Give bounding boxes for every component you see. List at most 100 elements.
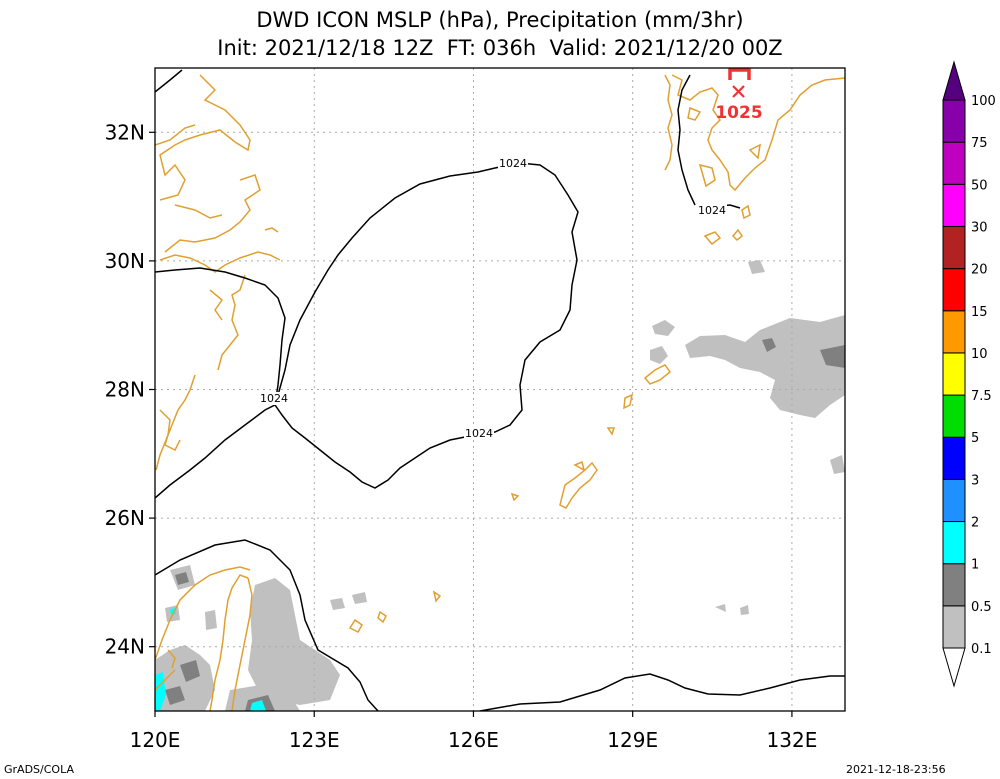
isobar-label: 1024 (465, 427, 493, 440)
colorbar-label: 0.1 (971, 642, 992, 657)
coastline-layer (155, 74, 845, 711)
colorbar-label: 10 (971, 347, 988, 362)
coastline (698, 163, 716, 188)
colorbar-bin (942, 605, 966, 649)
colorbar-bin (942, 647, 966, 688)
chart-title-line1: DWD ICON MSLP (hPa), Precipitation (mm/3… (256, 8, 744, 32)
colorbar-bin (942, 563, 966, 607)
coastline (510, 492, 520, 502)
colorbar-label: 7.5 (971, 389, 992, 404)
coastline (748, 143, 761, 160)
colorbar-label: 100 (971, 94, 996, 109)
coastline (167, 649, 176, 669)
colorbar-bin (942, 436, 966, 480)
colorbar-bin (942, 141, 966, 185)
axes: 120E 123E 126E 129E 132E 24N 26N 28N 30N 32N (105, 120, 818, 752)
coastline (155, 124, 196, 146)
precip-area (250, 700, 266, 711)
colorbar-bin (942, 99, 966, 143)
precip-area (165, 686, 185, 705)
colorbar-label: 3 (971, 473, 979, 488)
isobar-1024 (155, 162, 579, 499)
colorbar-label: 0.5 (971, 600, 992, 615)
precip-area (352, 592, 367, 604)
colorbar-bin (942, 352, 966, 396)
y-tick-label: 26N (105, 506, 145, 530)
precip-area (205, 610, 217, 630)
coastline (159, 251, 281, 273)
high-pressure-center-mark (732, 85, 745, 98)
coastline (573, 460, 586, 472)
colorbar-bin (942, 225, 966, 270)
isobar-label: 1024 (698, 204, 726, 217)
coastline (606, 427, 616, 436)
colorbar-label: 2 (971, 516, 979, 531)
isobar-label-layer: 1024 1024 1024 1024 (259, 157, 727, 440)
colorbar-label: 5 (971, 431, 979, 446)
colorbar-bin (942, 521, 966, 565)
coastline (643, 364, 672, 385)
precip-area (830, 455, 845, 474)
coastline (623, 393, 634, 410)
lat-lon-grid (155, 68, 845, 711)
high-pressure-value: 1025 (715, 103, 762, 123)
footer-right: 2021-12-18-23:56 (846, 763, 946, 776)
colorbar-label: 15 (971, 305, 988, 320)
isobar-label: 1024 (499, 157, 527, 170)
coastline (231, 577, 253, 711)
coastline (217, 274, 246, 371)
precip-area (715, 604, 726, 612)
coastline (209, 574, 249, 711)
y-tick-label: 28N (105, 378, 145, 402)
colorbar: 0.1 0.5 1 2 3 5 7.5 10 15 20 30 50 75 100 (942, 60, 996, 688)
colorbar-bin (942, 183, 966, 227)
colorbar-bin (942, 60, 966, 101)
footer-left: GrADS/COLA (4, 763, 74, 776)
colorbar-label: 75 (971, 136, 988, 151)
colorbar-bin (942, 310, 966, 354)
precip-area (248, 578, 340, 705)
coastline (155, 566, 251, 661)
colorbar-label: 50 (971, 178, 988, 193)
x-tick-label: 126E (448, 728, 499, 752)
high-pressure-center: 1025 (715, 68, 763, 123)
isobar-1024 (155, 539, 379, 711)
coastline (377, 610, 387, 624)
coastline (159, 409, 181, 452)
isobar-1024 (677, 74, 696, 206)
y-tick-label: 32N (105, 120, 145, 144)
precip-area (685, 315, 845, 418)
coastline (164, 174, 261, 253)
precip-area (762, 338, 776, 352)
chart-title-line2: Init: 2021/12/18 12Z FT: 036h Valid: 202… (217, 36, 783, 60)
precip-area (652, 320, 675, 336)
precip-area (740, 605, 749, 615)
isobar-1024 (155, 69, 183, 93)
precip-area (748, 260, 765, 274)
isobar-layer (155, 69, 845, 711)
colorbar-bin (942, 394, 966, 438)
isobar-1024 (479, 673, 845, 711)
coastline (432, 590, 442, 603)
coastline (741, 204, 751, 220)
precip-area (650, 346, 668, 364)
x-tick-label: 120E (130, 728, 181, 752)
coastline (159, 74, 251, 201)
x-tick-label: 123E (289, 728, 340, 752)
coastline (687, 106, 702, 121)
precip-area (330, 598, 345, 610)
colorbar-bin (942, 478, 966, 523)
coastline (559, 461, 598, 509)
coastline (664, 74, 673, 171)
coastline (703, 231, 722, 246)
isobar-1024 (155, 267, 286, 406)
x-tick-label: 132E (767, 728, 818, 752)
coastline (155, 669, 176, 691)
isobar-label: 1024 (260, 392, 288, 405)
precip-area (180, 660, 200, 682)
colorbar-label: 1 (971, 558, 979, 573)
coastline (264, 227, 279, 233)
colorbar-label: 30 (971, 220, 988, 235)
colorbar-label: 20 (971, 263, 988, 278)
